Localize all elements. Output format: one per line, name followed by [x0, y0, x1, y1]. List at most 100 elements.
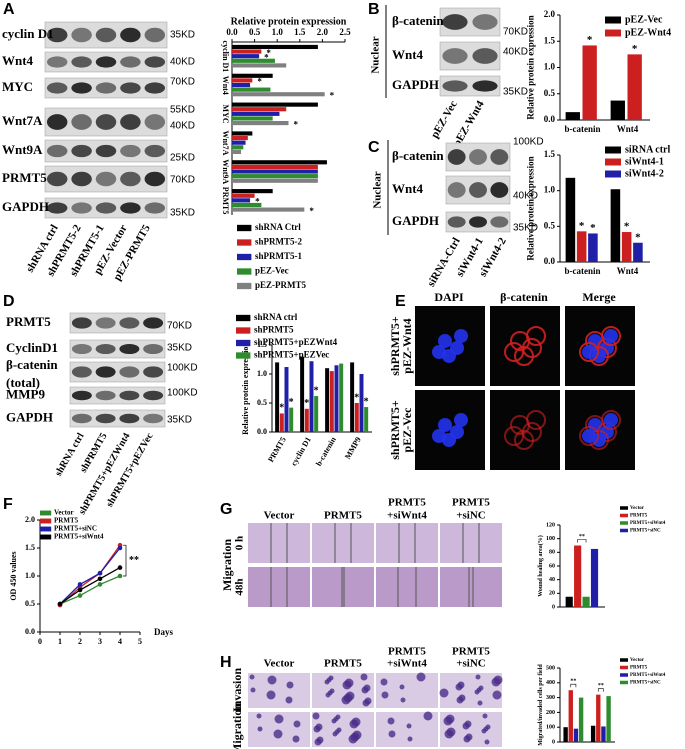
x-tick-label: 1.0 — [272, 27, 284, 37]
category-label: b-catenin — [565, 266, 601, 276]
blot-band — [95, 366, 116, 378]
blot-band — [95, 171, 117, 187]
y-tick-label: 100 — [546, 536, 555, 542]
cell — [352, 730, 362, 740]
significance: * — [354, 392, 359, 403]
category-label: Wnt9A — [221, 159, 230, 184]
bar — [232, 121, 289, 126]
legend-swatch — [620, 665, 628, 670]
cell — [493, 675, 503, 685]
x-tick-label: 4 — [118, 637, 122, 646]
blot-band — [95, 114, 117, 130]
blot-band — [95, 202, 117, 214]
cell — [256, 713, 262, 719]
column-label: PRMT5 — [388, 497, 426, 509]
bar — [627, 54, 642, 120]
bar — [232, 73, 273, 78]
bar — [329, 371, 334, 432]
y-tick-label: 0.0 — [25, 627, 35, 636]
cell — [478, 685, 484, 691]
bar — [596, 694, 601, 742]
wound-image — [376, 567, 438, 607]
bar — [232, 145, 244, 150]
line — [59, 575, 121, 605]
significance: * — [314, 385, 319, 396]
significance-bracket — [570, 683, 577, 688]
significance: * — [590, 222, 596, 234]
wound-image — [440, 523, 502, 563]
cell — [351, 717, 361, 727]
bar — [232, 164, 318, 169]
legend-swatch — [237, 282, 252, 290]
cell — [273, 729, 283, 739]
legend-swatch — [620, 673, 628, 677]
bar — [232, 102, 318, 107]
y-tick-label: 20 — [549, 591, 555, 597]
transwell-image — [376, 673, 438, 708]
significance: * — [294, 119, 299, 129]
y-tick-label: 400 — [546, 680, 555, 686]
legend-swatch — [40, 518, 52, 524]
blot-row-label: Wnt4 — [392, 47, 424, 62]
blot-band — [144, 114, 166, 130]
cell — [477, 700, 483, 706]
blot-size: 35KD — [503, 87, 528, 98]
bar — [590, 725, 596, 742]
bar — [304, 408, 309, 432]
blot-band — [447, 216, 466, 228]
bar — [232, 63, 287, 68]
cell — [249, 674, 255, 680]
micrograph — [415, 306, 485, 386]
legend-label: PRMT5+siNC — [54, 525, 97, 533]
blot-band — [143, 413, 164, 424]
significance: ** — [579, 534, 585, 540]
bar — [232, 82, 251, 88]
legend-label: pEZ-Wnt4 — [625, 27, 671, 38]
nucleus — [454, 329, 468, 343]
nucleus — [582, 345, 596, 359]
blot-band — [71, 390, 92, 401]
micrograph — [490, 306, 560, 386]
membrane — [579, 342, 599, 362]
cell — [458, 694, 466, 702]
micrograph — [490, 390, 560, 470]
bar — [232, 54, 260, 59]
bar — [232, 149, 242, 154]
wound-image — [312, 567, 374, 607]
legend-label: PRMT5 — [54, 517, 79, 525]
bar — [588, 233, 598, 262]
cell — [360, 673, 368, 681]
blot-lane-label: siRNA-Ctrl — [425, 236, 463, 289]
significance: ** — [598, 683, 604, 689]
bar — [309, 361, 314, 432]
x-tick-label: 2 — [78, 637, 82, 646]
column-label: PRMT5 — [324, 658, 362, 670]
x-tick-label: 2.5 — [339, 27, 351, 37]
cell — [406, 723, 412, 729]
bar — [325, 368, 330, 432]
legend-swatch — [40, 510, 52, 516]
category-label: PRMT5 — [266, 435, 288, 463]
blot-size: 70KD — [170, 175, 195, 186]
row-label: 48h — [234, 578, 246, 595]
legend-label: shPRMT5-2 — [255, 237, 302, 247]
blot-size: 25KD — [170, 153, 195, 164]
y-axis-label: OD 450 values — [9, 551, 18, 600]
cell — [445, 714, 455, 724]
blot-band — [71, 56, 92, 68]
point — [117, 545, 123, 551]
blot-band — [46, 144, 68, 158]
blot-band — [120, 202, 141, 214]
blot-size: 100KD — [167, 363, 198, 374]
nucleus — [432, 429, 446, 443]
blot-size: 35KD — [513, 223, 538, 234]
y-tick-label: 0 — [552, 604, 555, 610]
legend-label: Vector — [54, 509, 74, 517]
wound-image — [248, 567, 310, 607]
panel-label: F — [3, 496, 13, 513]
cell — [363, 684, 371, 692]
blot-band — [442, 48, 468, 64]
column-label: PRMT5 — [388, 646, 426, 658]
panel-label: D — [3, 293, 15, 310]
cell — [274, 714, 284, 724]
